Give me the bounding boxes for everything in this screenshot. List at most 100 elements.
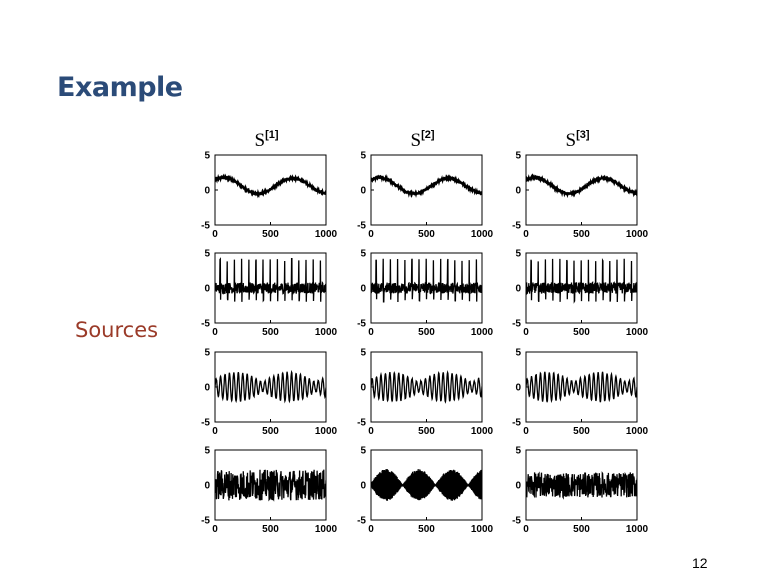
- series-line: [526, 173, 637, 199]
- series-line: [215, 369, 326, 404]
- x-tick-label: 500: [262, 229, 279, 240]
- x-tick-label: 0: [523, 524, 529, 535]
- y-tick-label: -5: [512, 418, 521, 429]
- y-tick-label: 0: [515, 383, 521, 394]
- y-tick-label: -5: [201, 418, 210, 429]
- column-title-2: S[2]: [410, 129, 434, 151]
- series-line: [371, 258, 482, 303]
- x-tick-label: 1000: [315, 229, 338, 240]
- y-tick-label: 5: [204, 249, 210, 260]
- x-tick-label: 500: [262, 524, 279, 535]
- x-tick-label: 1000: [626, 426, 649, 437]
- y-tick-label: 5: [204, 348, 210, 359]
- series-line: [371, 369, 482, 404]
- x-tick-label: 0: [368, 229, 374, 240]
- y-tick-label: 0: [204, 186, 210, 197]
- x-tick-label: 1000: [471, 327, 494, 338]
- y-tick-label: -5: [357, 516, 366, 527]
- x-tick-label: 500: [573, 426, 590, 437]
- x-tick-label: 0: [212, 229, 218, 240]
- x-tick-label: 500: [262, 327, 279, 338]
- y-tick-label: 5: [515, 348, 521, 359]
- x-tick-label: 0: [523, 426, 529, 437]
- y-tick-label: 5: [204, 446, 210, 457]
- y-tick-label: 0: [360, 481, 366, 492]
- y-tick-label: 0: [515, 284, 521, 295]
- x-tick-label: 1000: [471, 426, 494, 437]
- x-tick-label: 500: [573, 524, 590, 535]
- series-line: [371, 173, 482, 198]
- x-tick-label: 500: [573, 327, 590, 338]
- column-title-3: S[3]: [565, 129, 589, 151]
- x-tick-label: 500: [262, 426, 279, 437]
- y-tick-label: -5: [512, 319, 521, 330]
- series-line: [215, 257, 326, 303]
- x-tick-label: 0: [523, 327, 529, 338]
- y-tick-label: 5: [360, 446, 366, 457]
- y-tick-label: 5: [360, 151, 366, 162]
- x-tick-label: 1000: [471, 229, 494, 240]
- x-tick-label: 500: [418, 327, 435, 338]
- y-tick-label: -5: [201, 319, 210, 330]
- x-tick-label: 1000: [315, 426, 338, 437]
- y-tick-label: 5: [515, 151, 521, 162]
- y-tick-label: 5: [515, 446, 521, 457]
- y-tick-label: -5: [357, 221, 366, 232]
- x-tick-label: 500: [573, 229, 590, 240]
- y-tick-label: 5: [515, 249, 521, 260]
- y-tick-label: 0: [204, 481, 210, 492]
- x-tick-label: 0: [212, 327, 218, 338]
- series-line: [215, 469, 326, 502]
- x-tick-label: 500: [418, 524, 435, 535]
- y-tick-label: -5: [357, 418, 366, 429]
- sources-label: Sources: [75, 318, 159, 342]
- y-tick-label: -5: [201, 221, 210, 232]
- y-tick-label: 0: [360, 186, 366, 197]
- x-tick-label: 1000: [626, 524, 649, 535]
- y-tick-label: 5: [360, 348, 366, 359]
- x-tick-label: 1000: [315, 524, 338, 535]
- x-tick-label: 1000: [626, 327, 649, 338]
- y-tick-label: 0: [204, 383, 210, 394]
- y-tick-label: -5: [357, 319, 366, 330]
- x-tick-label: 0: [368, 327, 374, 338]
- x-tick-label: 500: [418, 426, 435, 437]
- slide-title: Example: [57, 72, 183, 103]
- y-tick-label: 0: [515, 186, 521, 197]
- y-tick-label: 0: [204, 284, 210, 295]
- y-tick-label: -5: [201, 516, 210, 527]
- y-tick-label: 5: [204, 151, 210, 162]
- y-tick-label: 0: [515, 481, 521, 492]
- x-tick-label: 1000: [471, 524, 494, 535]
- page-number: 12: [692, 555, 708, 571]
- x-tick-label: 0: [212, 524, 218, 535]
- y-tick-label: -5: [512, 221, 521, 232]
- series-line: [526, 257, 637, 304]
- x-tick-label: 500: [418, 229, 435, 240]
- y-tick-label: 0: [360, 383, 366, 394]
- y-tick-label: 0: [360, 284, 366, 295]
- x-tick-label: 0: [368, 426, 374, 437]
- x-tick-label: 0: [523, 229, 529, 240]
- series-line: [215, 173, 326, 199]
- series-line: [371, 468, 482, 501]
- y-tick-label: -5: [512, 516, 521, 527]
- x-tick-label: 1000: [626, 229, 649, 240]
- x-tick-label: 1000: [315, 327, 338, 338]
- series-line: [526, 471, 637, 500]
- y-tick-label: 5: [360, 249, 366, 260]
- column-title-1: S[1]: [254, 129, 278, 151]
